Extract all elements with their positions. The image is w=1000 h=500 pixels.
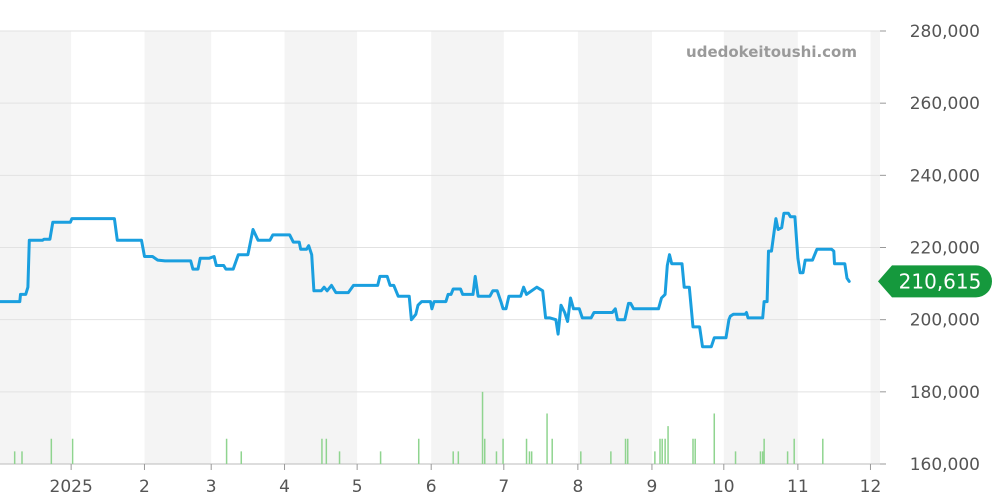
volume-bar	[624, 438, 627, 464]
volume-bar	[225, 438, 228, 464]
volume-bar	[551, 438, 553, 464]
volume-bar	[822, 438, 824, 464]
volume-bar	[481, 391, 484, 464]
x-tick-label: 2025	[50, 477, 93, 497]
price-series	[0, 211, 851, 349]
volume-bar	[321, 438, 323, 464]
x-tick-label: 11	[787, 477, 809, 497]
x-axis: 2025 2 3 4 5 6 7 8 9 10 11 12	[50, 464, 882, 497]
y-tick-label: 260,000	[910, 94, 980, 114]
volume-bar	[50, 438, 53, 464]
current-price-badge-shape	[878, 265, 992, 298]
volume-bar	[713, 413, 716, 464]
x-tick-label: 6	[426, 477, 437, 497]
volume-bar	[528, 451, 531, 464]
volume-bar	[626, 438, 629, 464]
volume-bar	[525, 438, 528, 464]
volume-bar	[692, 438, 694, 464]
volume-bar	[13, 451, 16, 464]
x-tick-label: 5	[352, 477, 363, 497]
x-tick-label: 12	[860, 477, 882, 497]
volume-bar	[759, 451, 762, 464]
y-tick-label: 180,000	[910, 383, 980, 403]
x-tick-label: 2	[139, 477, 150, 497]
volume-bar	[457, 451, 460, 464]
x-tick-label: 4	[279, 477, 290, 497]
y-tick-label: 280,000	[910, 22, 980, 42]
volume-bar	[71, 438, 74, 464]
volume-bar	[694, 438, 696, 464]
volume-bar	[21, 451, 23, 464]
x-tick-label: 9	[647, 477, 658, 497]
y-tick-label: 220,000	[910, 239, 980, 259]
volume-bar	[452, 451, 454, 464]
volume-bar	[325, 438, 328, 464]
volume-bar	[580, 451, 582, 464]
volume-bar	[495, 451, 498, 464]
volume-bar	[661, 438, 663, 464]
volume-bar	[417, 438, 420, 464]
volume-bar	[610, 451, 612, 464]
volume-bar	[664, 438, 666, 464]
gridlines	[0, 30, 880, 465]
volume-bar	[761, 451, 764, 464]
volume-bar	[654, 451, 656, 464]
y-tick-label: 200,000	[910, 311, 980, 331]
volume-bar	[379, 451, 382, 464]
volume-bar	[530, 451, 533, 464]
volume-bar	[338, 451, 341, 464]
price-line	[0, 211, 851, 349]
current-price-label: 210,615	[899, 269, 982, 293]
volume-bar	[502, 438, 504, 464]
volume-bars	[13, 391, 824, 464]
current-price-badge: 210,615	[878, 265, 992, 298]
volume-bar	[793, 438, 795, 464]
volume-bar	[763, 438, 765, 464]
volume-bar	[734, 451, 737, 464]
volume-bar	[667, 426, 669, 464]
volume-bar	[546, 413, 548, 464]
y-tick-label: 240,000	[910, 166, 980, 186]
watermark: udedokeitoushi.com	[686, 43, 857, 61]
volume-bar	[659, 438, 661, 464]
x-tick-label: 8	[572, 477, 583, 497]
y-axis: 280,000 260,000 240,000 220,000 200,000 180,0…	[880, 22, 980, 475]
y-tick-label: 160,000	[910, 455, 980, 475]
x-tick-label: 10	[713, 477, 735, 497]
volume-bar	[786, 451, 789, 464]
x-tick-label: 7	[498, 477, 509, 497]
volume-bar	[483, 438, 486, 464]
x-tick-label: 3	[206, 477, 217, 497]
volume-bar	[240, 451, 243, 464]
